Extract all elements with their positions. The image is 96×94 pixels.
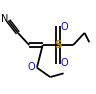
Text: O: O — [60, 58, 68, 68]
Text: O: O — [60, 22, 68, 32]
Text: N: N — [1, 14, 8, 24]
Text: S: S — [54, 40, 62, 50]
Text: O: O — [28, 62, 36, 72]
